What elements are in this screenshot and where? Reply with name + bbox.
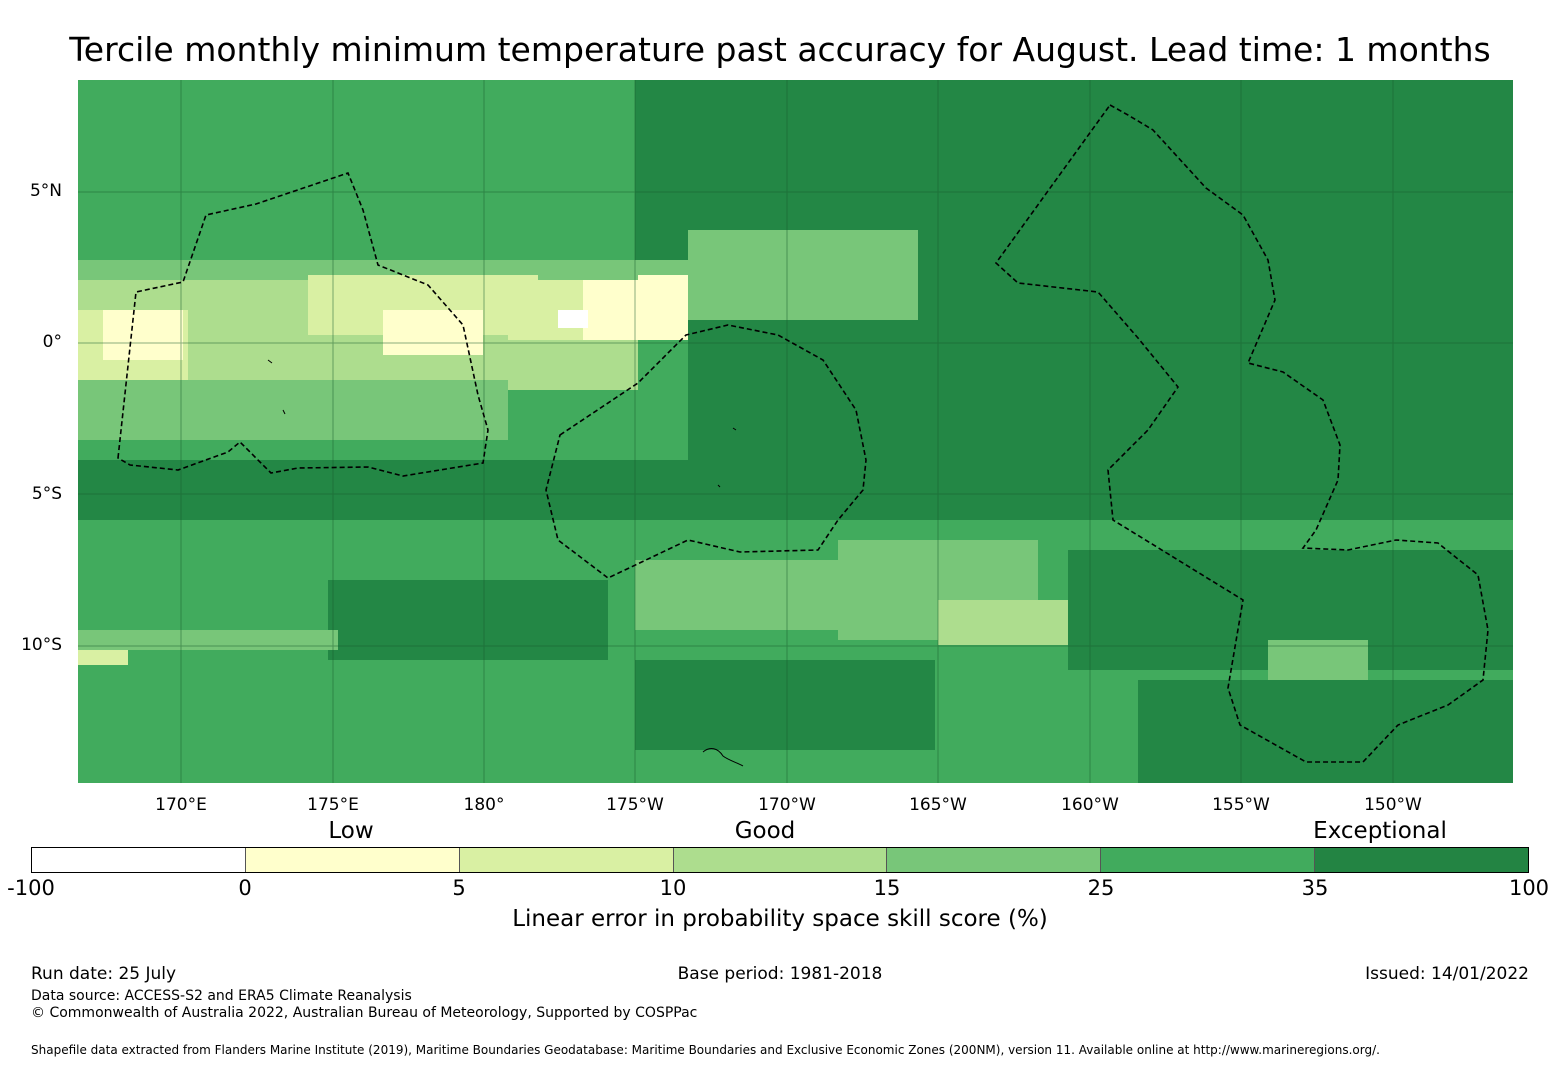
lon-label-170w: 170°W [758, 795, 816, 815]
map-canvas [78, 80, 1513, 783]
category-low: Low [328, 818, 374, 844]
island-samoa [702, 748, 744, 767]
category-exceptional: Exceptional [1313, 818, 1447, 844]
shapefile-note: Shapefile data extracted from Flanders M… [31, 1043, 1380, 1057]
eez-tokelau-samoa [545, 324, 867, 579]
lon-label-170e: 170°E [155, 795, 207, 815]
lon-label-150w: 150°W [1364, 795, 1422, 815]
lon-label-175e: 175°E [307, 795, 359, 815]
lat-label-0: 0° [42, 332, 62, 352]
islands [267, 359, 744, 767]
category-good: Good [734, 818, 796, 844]
lowest-band-east [583, 280, 638, 340]
lighter-patch-south [938, 600, 1068, 645]
dark-patch-south-1 [328, 580, 608, 660]
lon-label-175w: 175°W [606, 795, 664, 815]
eez-kiribati-line-islands [994, 103, 1489, 763]
colorbar-tick: -100 [7, 876, 55, 900]
colorbar-segment-4 [887, 848, 1102, 872]
lon-label-165w: 165°W [909, 795, 967, 815]
copyright: © Commonwealth of Australia 2022, Austra… [31, 1005, 698, 1021]
colorbar-segment-6 [1315, 848, 1529, 872]
colorbar-tick: 100 [1508, 876, 1550, 900]
lowest-band-mid [383, 310, 483, 355]
colorbar [31, 847, 1529, 873]
colorbar-tick: 25 [1087, 876, 1115, 900]
colorbar-tick: 15 [873, 876, 901, 900]
colorbar-segment-5 [1101, 848, 1316, 872]
colorbar-tick: 5 [452, 876, 466, 900]
colorbar-segment-1 [245, 848, 460, 872]
lat-label-5s: 5°S [31, 484, 62, 504]
map-title: Tercile monthly minimum temperature past… [69, 30, 1491, 69]
colorbar-label: Linear error in probability space skill … [512, 906, 1048, 932]
run-date: Run date: 25 July [31, 964, 177, 984]
lon-label-155w: 155°W [1212, 795, 1270, 815]
issued-date: Issued: 14/01/2022 [1365, 964, 1529, 984]
white-cell [558, 310, 588, 328]
light-band-east [688, 230, 918, 320]
colorbar-segment-3 [673, 848, 888, 872]
eez-boundaries [117, 103, 1489, 763]
lon-label-180: 180° [463, 795, 505, 815]
light-band-south [78, 380, 508, 440]
lat-label-5n: 5°N [29, 181, 62, 201]
island-small-1 [267, 359, 286, 415]
dark-patch-south-2 [635, 660, 935, 750]
lowest-band-west [103, 310, 183, 360]
island-small-2 [717, 427, 737, 488]
graticule [78, 80, 1513, 783]
light-band-sw [78, 630, 338, 650]
colorbar-segment-2 [459, 848, 674, 872]
lat-label-10s: 10°S [21, 635, 62, 655]
colorbar-tick: 10 [659, 876, 687, 900]
skill-score-map [78, 80, 1513, 783]
dark-patch-se-2 [1138, 680, 1513, 783]
lon-label-160w: 160°W [1061, 795, 1119, 815]
lowest-band-far-east [638, 275, 688, 340]
data-source: Data source: ACCESS-S2 and ERA5 Climate … [31, 988, 412, 1004]
colorbar-tick: 0 [238, 876, 252, 900]
medium-region-nw [78, 80, 635, 280]
colorbar-tick: 35 [1301, 876, 1329, 900]
colorbar-segment-0 [32, 848, 246, 872]
base-period: Base period: 1981-2018 [677, 964, 883, 984]
